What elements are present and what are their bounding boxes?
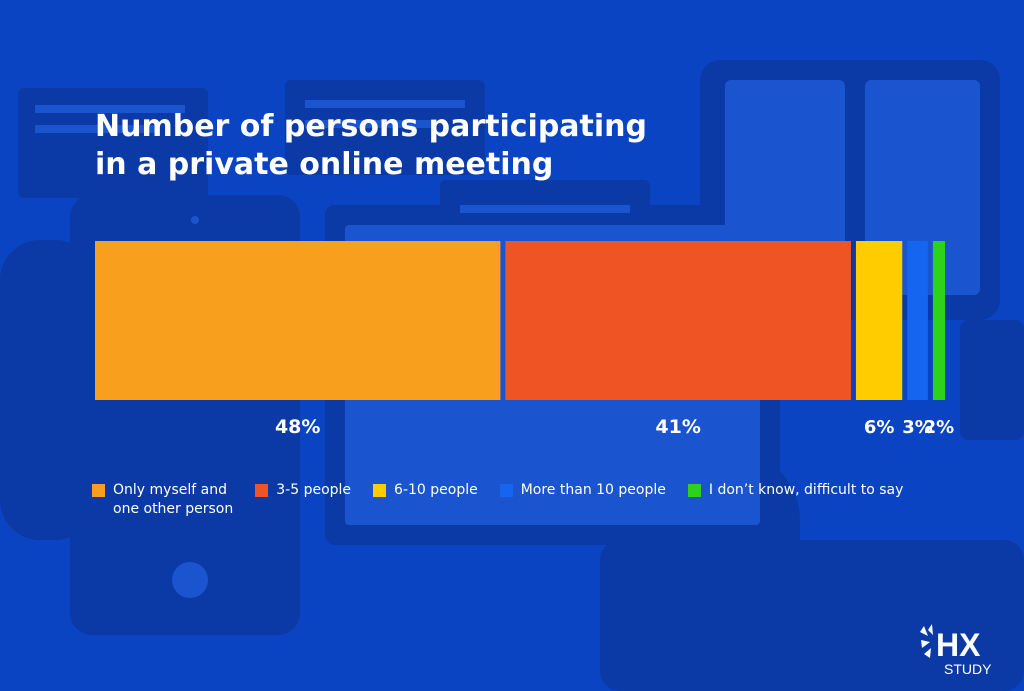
legend-swatch-4 — [499, 484, 513, 497]
legend-label-5: I don’t know, difficult to say — [708, 482, 904, 498]
legend-swatch-3 — [373, 484, 387, 497]
bar-segment-3 — [855, 241, 903, 400]
legend-item-3: 6-10 people — [373, 481, 478, 500]
legend-swatch-1 — [92, 484, 105, 497]
value-label-1: 48% — [275, 416, 320, 438]
legend-label-2: 3-5 people — [276, 482, 352, 498]
legend-item-4: More than 10 people — [499, 481, 666, 500]
chart-title-line-2: in a private online meeting — [95, 147, 554, 182]
hx-study-logo: HX STUDY — [920, 624, 992, 677]
legend-label-1: Only myself and one other person — [113, 482, 234, 517]
legend-item-2: 3-5 people — [255, 481, 351, 500]
bar-segment-5 — [932, 241, 945, 400]
legend-label-4: More than 10 people — [520, 482, 666, 498]
value-label-2: 41% — [655, 416, 700, 438]
legend-item-1: Only myself and one other person — [92, 481, 233, 519]
logo-brand: HX — [936, 627, 981, 663]
value-label-3: 6% — [864, 417, 895, 438]
chart-title: Number of persons participating in a pri… — [95, 108, 735, 184]
value-label-5: 2% — [924, 417, 955, 438]
value-label-4: 3% — [902, 417, 933, 438]
legend-swatch-5 — [687, 484, 701, 497]
bar-segment-2 — [505, 241, 851, 400]
legend-item-5: I don’t know, difficult to say — [687, 481, 904, 500]
legend-label-3: 6-10 people — [394, 482, 478, 498]
logo-sub: STUDY — [944, 661, 992, 677]
legend-swatch-2 — [255, 484, 269, 497]
bar-segment-4 — [907, 241, 928, 400]
bar-segment-1 — [95, 241, 501, 400]
chart-title-line-1: Number of persons participating — [95, 109, 648, 144]
chart-legend: Only myself and one other person 3-5 peo… — [92, 481, 992, 519]
